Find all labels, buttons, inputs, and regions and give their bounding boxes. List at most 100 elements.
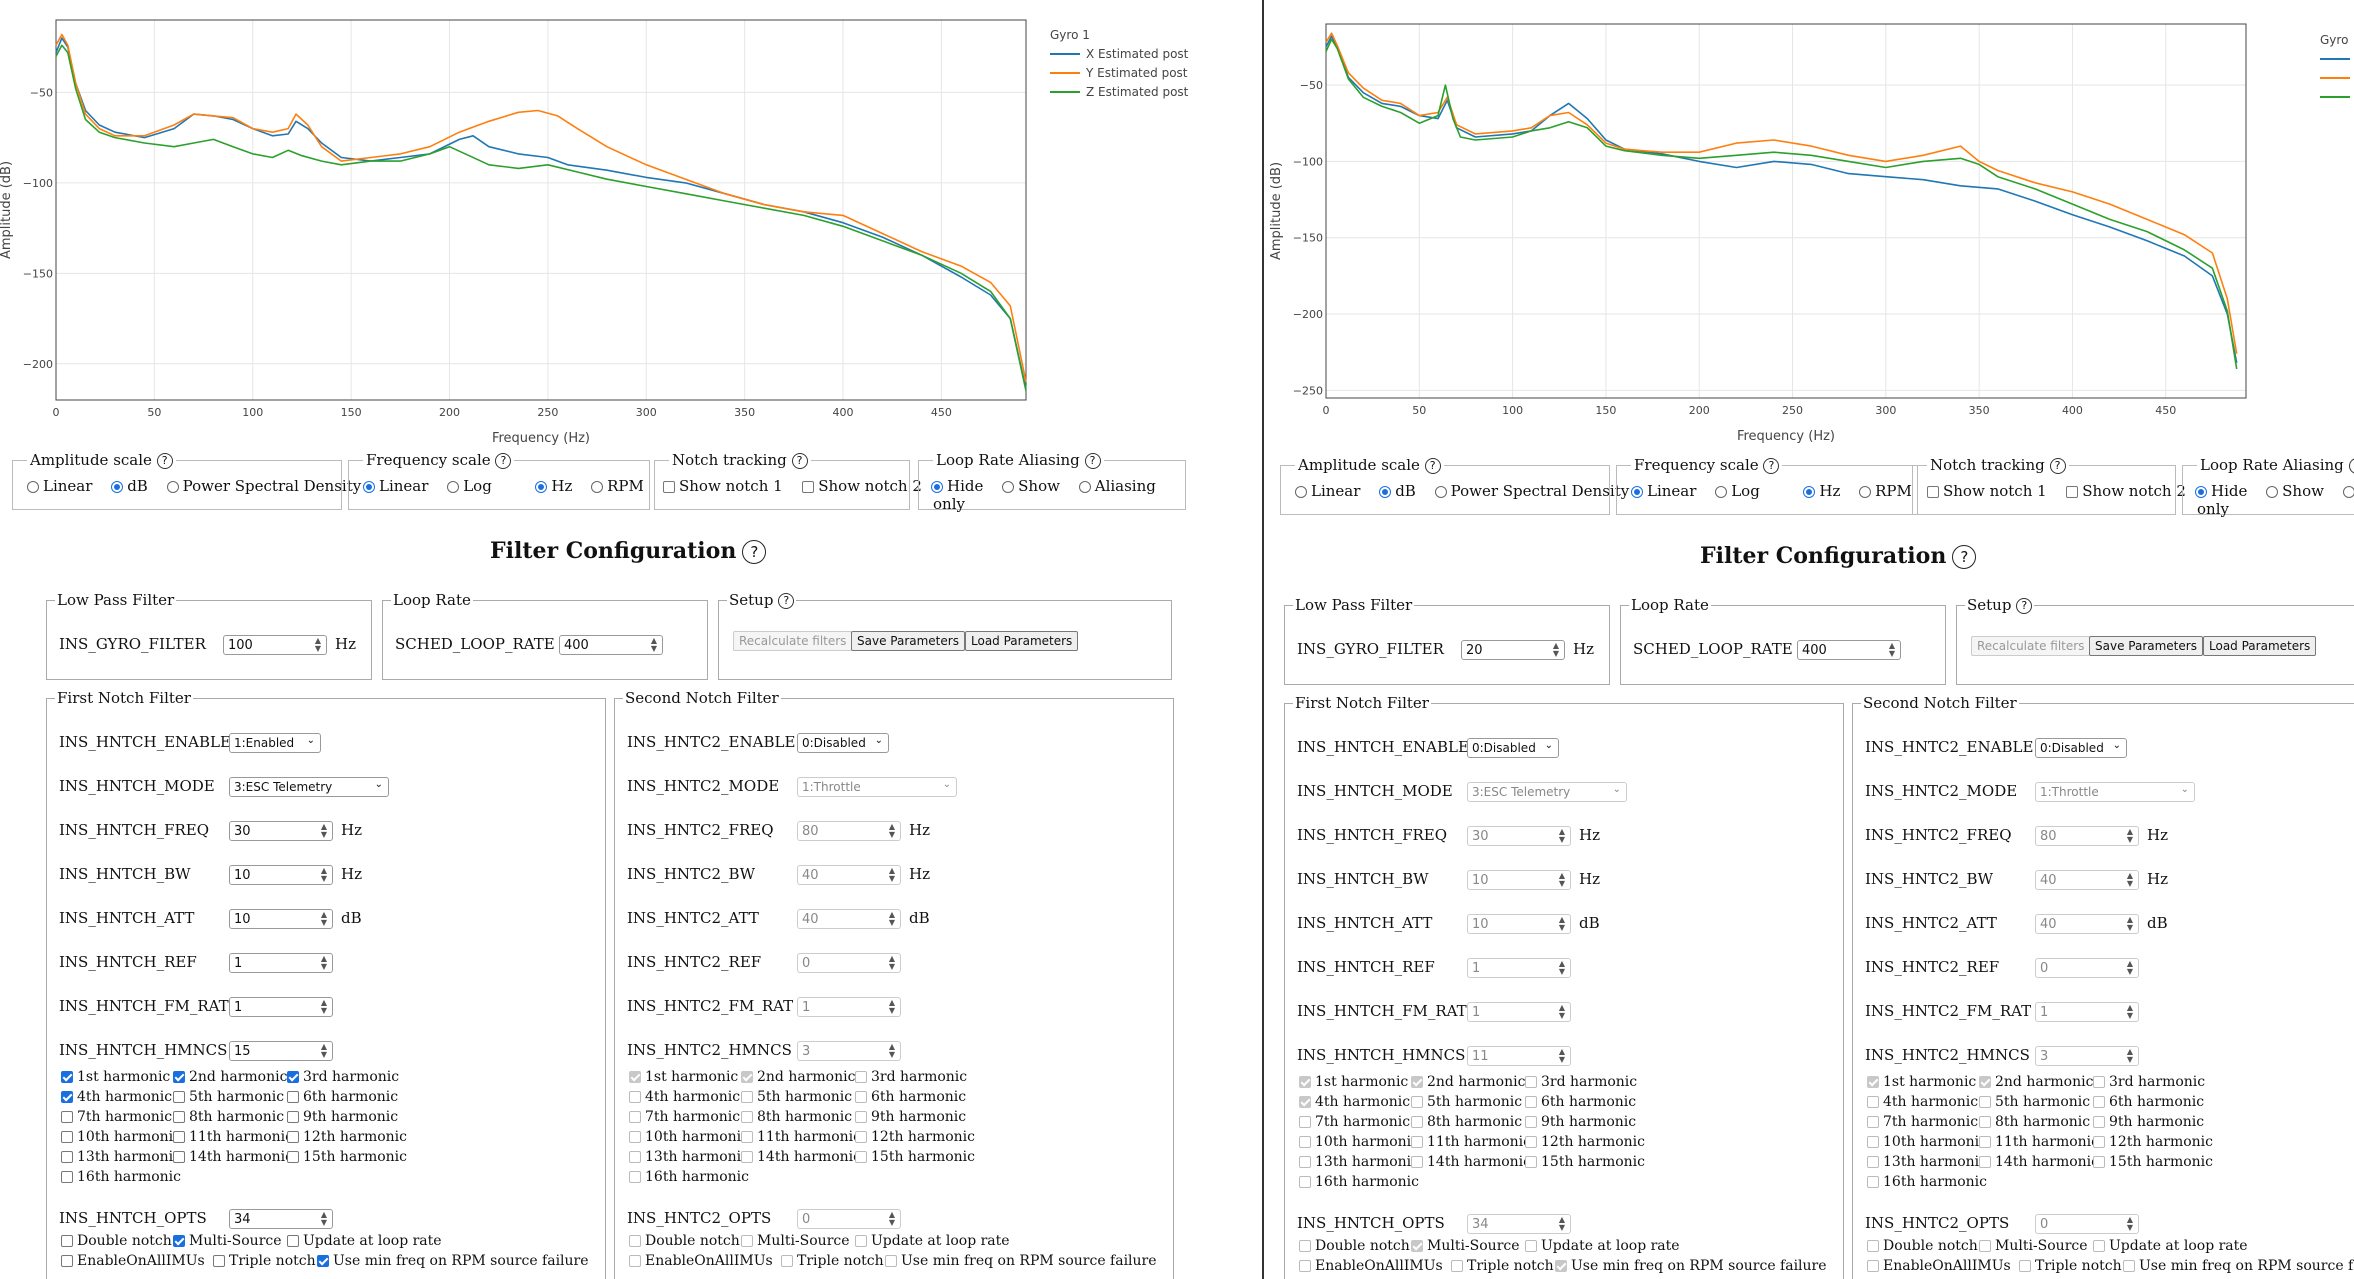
recalculate-filters-button[interactable]: Recalculate filters (733, 631, 853, 651)
harmonic-checkbox[interactable] (1867, 1076, 1879, 1088)
harmonic-option[interactable]: 8th harmonic (741, 1109, 852, 1125)
harmonic-checkbox[interactable] (1867, 1096, 1879, 1108)
harmonic-checkbox[interactable] (1979, 1076, 1991, 1088)
freq-log-radio[interactable] (447, 481, 460, 493)
harmonic-option[interactable]: 2nd harmonic (1979, 1074, 2093, 1090)
spinner-icon[interactable]: ▲ ▼ (320, 998, 328, 1015)
notch2-number-input[interactable]: 0 ▲ ▼ (2035, 958, 2139, 978)
option-checkbox[interactable] (61, 1255, 73, 1267)
harmonic-checkbox[interactable] (1867, 1176, 1879, 1188)
show-notch1-checkbox[interactable] (1927, 486, 1939, 498)
option-checkbox[interactable] (1867, 1240, 1879, 1252)
harmonic-option[interactable]: 6th harmonic (287, 1089, 398, 1105)
harmonic-checkbox[interactable] (1299, 1076, 1311, 1088)
harmonic-option[interactable]: 15th harmonic (287, 1149, 407, 1165)
notch2-number-input[interactable]: 40 ▲ ▼ (797, 909, 901, 929)
harmonic-checkbox[interactable] (173, 1091, 185, 1103)
harmonic-checkbox[interactable] (855, 1071, 867, 1083)
spinner-icon[interactable]: ▲ ▼ (320, 910, 328, 927)
spinner-icon[interactable]: ▲ ▼ (1558, 959, 1566, 976)
option-item[interactable]: Update at loop rate (2093, 1238, 2248, 1254)
option-item[interactable]: Triple notch (781, 1253, 884, 1269)
harmonic-checkbox[interactable] (1411, 1136, 1423, 1148)
harmonic-checkbox[interactable] (2093, 1156, 2105, 1168)
option-checkbox[interactable] (741, 1235, 753, 1247)
harmonic-option[interactable]: 7th harmonic (1867, 1114, 1978, 1130)
harmonic-checkbox[interactable] (629, 1131, 641, 1143)
notch2-opts-input[interactable]: 0 ▲ ▼ (797, 1209, 901, 1229)
option-item[interactable]: Multi-Source (1979, 1238, 2088, 1254)
option-item[interactable]: Use min freq on RPM source failure (885, 1253, 1157, 1269)
notch1-number-input[interactable]: 10 ▲ ▼ (1467, 914, 1571, 934)
harmonic-option[interactable]: 14th harmonic (741, 1149, 861, 1165)
help-icon[interactable]: ? (1424, 458, 1441, 474)
notch1-number-input[interactable]: 1 ▲ ▼ (1467, 1002, 1571, 1022)
help-icon[interactable]: ? (1952, 545, 1977, 569)
show-notch2-checkbox[interactable] (802, 481, 815, 493)
harmonic-option[interactable]: 16th harmonic (629, 1169, 749, 1185)
notch1-number-input[interactable]: 10 ▲ ▼ (229, 909, 333, 929)
recalculate-filters-button[interactable]: Recalculate filters (1971, 636, 2091, 656)
harmonic-option[interactable]: 11th harmonic (173, 1129, 293, 1145)
option-item[interactable]: Use min freq on RPM source failure (1555, 1258, 1827, 1274)
spinner-icon[interactable]: ▲ ▼ (888, 822, 896, 839)
harmonic-checkbox[interactable] (1867, 1136, 1879, 1148)
spinner-icon[interactable]: ▲ ▼ (2126, 915, 2134, 932)
option-checkbox[interactable] (2093, 1240, 2105, 1252)
notch1-enable-select[interactable]: 0:Disabled ⌄ (1467, 738, 1559, 758)
option-checkbox[interactable] (1411, 1240, 1423, 1252)
notch2-number-input[interactable]: 1 ▲ ▼ (2035, 1002, 2139, 1022)
notch2-mode-select[interactable]: 1:Throttle ⌄ (797, 777, 957, 797)
harmonic-checkbox[interactable] (2093, 1116, 2105, 1128)
notch2-number-input[interactable]: 40 ▲ ▼ (2035, 870, 2139, 890)
harmonic-checkbox[interactable] (1525, 1076, 1537, 1088)
harmonic-checkbox[interactable] (287, 1131, 299, 1143)
window-divider[interactable] (1258, 0, 1266, 1279)
harmonic-option[interactable]: 13th harmonic (629, 1149, 749, 1165)
notch2-number-input[interactable]: 3 ▲ ▼ (797, 1041, 901, 1061)
harmonic-option[interactable]: 3rd harmonic (287, 1069, 399, 1085)
spinner-icon[interactable]: ▲ ▼ (888, 1210, 896, 1227)
harmonic-option[interactable]: 3rd harmonic (2093, 1074, 2205, 1090)
harmonic-checkbox[interactable] (855, 1151, 867, 1163)
harmonic-option[interactable]: 9th harmonic (1525, 1114, 1636, 1130)
spinner-icon[interactable]: ▲ ▼ (320, 866, 328, 883)
alias-only-radio[interactable] (1078, 481, 1091, 493)
legend-entry-x[interactable]: X Estimated post (1086, 47, 1189, 61)
option-item[interactable]: EnableOnAllIMUs (1299, 1258, 1443, 1274)
spinner-icon[interactable]: ▲ ▼ (320, 954, 328, 971)
harmonic-checkbox[interactable] (287, 1111, 299, 1123)
harmonic-option[interactable]: 5th harmonic (741, 1089, 852, 1105)
harmonic-option[interactable]: 4th harmonic (1299, 1094, 1410, 1110)
alias-only-radio[interactable] (2342, 486, 2354, 498)
notch1-opts-input[interactable]: 34 ▲ ▼ (229, 1209, 333, 1229)
option-item[interactable]: Update at loop rate (287, 1233, 442, 1249)
harmonic-checkbox[interactable] (629, 1151, 641, 1163)
notch1-number-input[interactable]: 1 ▲ ▼ (229, 997, 333, 1017)
option-item[interactable]: Double notch (629, 1233, 740, 1249)
harmonic-checkbox[interactable] (855, 1091, 867, 1103)
option-checkbox[interactable] (213, 1255, 225, 1267)
freq-rpm-radio[interactable] (1859, 486, 1872, 498)
harmonic-checkbox[interactable] (741, 1111, 753, 1123)
harmonic-checkbox[interactable] (629, 1091, 641, 1103)
amp-linear-radio[interactable] (1295, 486, 1307, 498)
notch2-number-input[interactable]: 40 ▲ ▼ (2035, 914, 2139, 934)
harmonic-option[interactable]: 9th harmonic (2093, 1114, 2204, 1130)
harmonic-option[interactable]: 13th harmonic (61, 1149, 181, 1165)
harmonic-option[interactable]: 13th harmonic (1299, 1154, 1419, 1170)
show-notch1-checkbox[interactable] (663, 481, 675, 493)
harmonic-checkbox[interactable] (61, 1151, 73, 1163)
spinner-icon[interactable]: ▲ ▼ (320, 1210, 328, 1227)
show-notch2-checkbox[interactable] (2066, 486, 2079, 498)
option-checkbox[interactable] (1867, 1260, 1879, 1272)
gyro-filter-input[interactable]: 100 ▲ ▼ (223, 635, 327, 655)
harmonic-checkbox[interactable] (1411, 1076, 1423, 1088)
harmonic-checkbox[interactable] (2093, 1136, 2105, 1148)
amp-psd-radio[interactable] (166, 481, 179, 493)
notch2-number-input[interactable]: 40 ▲ ▼ (797, 865, 901, 885)
option-item[interactable]: Triple notch (1451, 1258, 1554, 1274)
harmonic-option[interactable]: 5th harmonic (1979, 1094, 2090, 1110)
notch2-number-input[interactable]: 80 ▲ ▼ (797, 821, 901, 841)
help-icon[interactable]: ? (742, 540, 767, 564)
